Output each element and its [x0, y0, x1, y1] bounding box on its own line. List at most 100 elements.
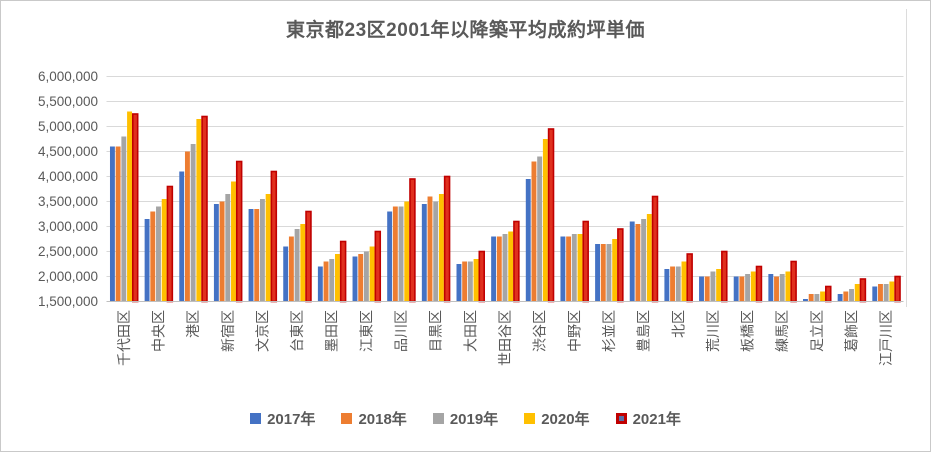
bar-2021年-練馬区: [790, 260, 797, 303]
bar-2018年-墨田区: [323, 261, 329, 302]
bar-2019年-台東区: [294, 229, 300, 302]
bar-2020年-世田谷区: [508, 231, 514, 302]
x-axis-label: 台東区: [289, 310, 305, 352]
bar-2018年-足立区: [808, 294, 814, 302]
bar-2021年-北区: [686, 253, 693, 303]
bar-2017年-千代田区: [109, 146, 115, 302]
bar-2019年-江戸川区: [883, 284, 889, 302]
x-axis-label: 墨田区: [324, 310, 340, 352]
x-axis-label: 北区: [670, 310, 686, 338]
legend-label: 2017年: [267, 411, 316, 428]
x-axis-label: 練馬区: [774, 310, 790, 352]
bar-2021年-渋谷区: [547, 128, 555, 303]
bar-2021年-目黒区: [443, 175, 451, 303]
legend-item-2020年: 2020年: [524, 408, 590, 429]
bar-2021年-千代田区: [131, 113, 139, 303]
bar-2019年-世田谷区: [502, 234, 508, 302]
legend-item-2021年: 2021年: [615, 408, 681, 429]
bar-2020年-板橋区: [750, 271, 756, 302]
x-axis-label: 大田区: [462, 310, 478, 352]
legend-label: 2018年: [358, 411, 407, 428]
y-axis-tick-label: 4,500,000: [38, 144, 98, 159]
bar-2020年-杉並区: [612, 239, 618, 302]
bar-2021年-豊島区: [651, 195, 659, 303]
bar-2018年-中央区: [150, 211, 156, 302]
legend-item-2017年: 2017年: [250, 408, 315, 429]
legend-swatch-icon: [250, 413, 262, 424]
bar-2020年-文京区: [265, 194, 271, 302]
bar-2019年-杉並区: [606, 244, 612, 302]
bar-2018年-豊島区: [635, 224, 641, 302]
x-axis-label: 足立区: [809, 310, 825, 352]
legend-swatch-icon: [341, 413, 353, 424]
bar-2018年-台東区: [288, 236, 294, 302]
bar-2017年-葛飾区: [837, 294, 843, 302]
bar-2019年-千代田区: [121, 136, 127, 302]
bar-2021年-荒川区: [721, 250, 728, 303]
chart-title: 東京都23区2001年以降築平均成約坪単価: [286, 20, 645, 41]
x-axis-label: 渋谷区: [532, 310, 548, 352]
bar-2021年-江東区: [374, 230, 382, 303]
bar-2020年-渋谷区: [542, 139, 548, 302]
bar-2018年-渋谷区: [531, 161, 537, 302]
bar-2018年-荒川区: [704, 276, 710, 302]
bar-2020年-中野区: [577, 234, 583, 302]
bar-2017年-江戸川区: [872, 286, 878, 302]
bar-2021年-中野区: [582, 220, 589, 303]
legend-label: 2019年: [449, 411, 499, 428]
bar-2019年-荒川区: [710, 271, 716, 302]
bar-2020年-江東区: [369, 246, 375, 302]
bar-2020年-江戸川区: [889, 281, 895, 302]
bar-2021年-杉並区: [617, 228, 624, 303]
bar-2017年-豊島区: [629, 221, 635, 302]
legend-item-2018年: 2018年: [341, 408, 407, 429]
legend-item-2019年: 2019年: [432, 408, 499, 429]
bar-2021年-墨田区: [339, 240, 347, 303]
bar-2020年-品川区: [404, 201, 410, 302]
bar-2017年-杉並区: [595, 244, 601, 302]
bar-2017年-港区: [179, 171, 185, 302]
bar-2019年-豊島区: [641, 219, 647, 302]
y-axis-tick-label: 2,000,000: [38, 269, 98, 284]
bar-2017年-中央区: [144, 219, 150, 302]
x-axis-label: 豊島区: [636, 310, 652, 352]
x-axis-label: 中野区: [566, 310, 582, 352]
bar-2020年-北区: [681, 261, 687, 302]
bar-2020年-新宿区: [231, 181, 236, 302]
bar-2020年-大田区: [473, 259, 479, 302]
bar-2020年-目黒区: [438, 194, 444, 302]
legend-label: 2020年: [541, 411, 590, 428]
bar-2017年-練馬区: [768, 274, 774, 302]
legend-swatch-icon: [615, 413, 627, 424]
bar-2019年-江東区: [363, 251, 369, 302]
bar-2019年-渋谷区: [537, 156, 543, 302]
chart-legend: 2017年 2018年 2019年 2020年 2021年: [1, 408, 930, 429]
bar-2018年-文京区: [254, 209, 260, 302]
bar-2017年-台東区: [283, 246, 289, 302]
bar-2020年-荒川区: [716, 269, 722, 302]
bar-2018年-大田区: [462, 261, 468, 302]
bar-2017年-渋谷区: [525, 179, 531, 302]
bar-2017年-世田谷区: [491, 236, 497, 302]
bar-2019年-港区: [190, 144, 196, 302]
y-axis-tick-label: 6,000,000: [38, 69, 98, 84]
x-axis-label: 新宿区: [220, 310, 236, 352]
y-axis-tick-label: 4,000,000: [38, 169, 98, 184]
bar-2019年-新宿区: [225, 194, 231, 302]
bar-2018年-目黒区: [427, 196, 433, 302]
x-axis-label: 板橋区: [740, 310, 756, 352]
bar-2021年-新宿区: [235, 160, 243, 303]
legend-label: 2021年: [632, 411, 681, 428]
bar-2020年-豊島区: [646, 214, 652, 302]
x-axis-label: 江戸川区: [878, 310, 894, 366]
bar-2019年-中野区: [571, 234, 577, 302]
bar-2020年-足立区: [820, 291, 826, 302]
bar-2020年-墨田区: [334, 254, 340, 302]
bar-2021年-足立区: [825, 285, 832, 303]
bar-2020年-千代田区: [127, 111, 132, 302]
bar-2018年-江東区: [358, 254, 364, 302]
bar-2020年-中央区: [161, 199, 167, 302]
x-axis-label: 文京区: [254, 310, 270, 352]
bar-2018年-中野区: [566, 236, 572, 302]
